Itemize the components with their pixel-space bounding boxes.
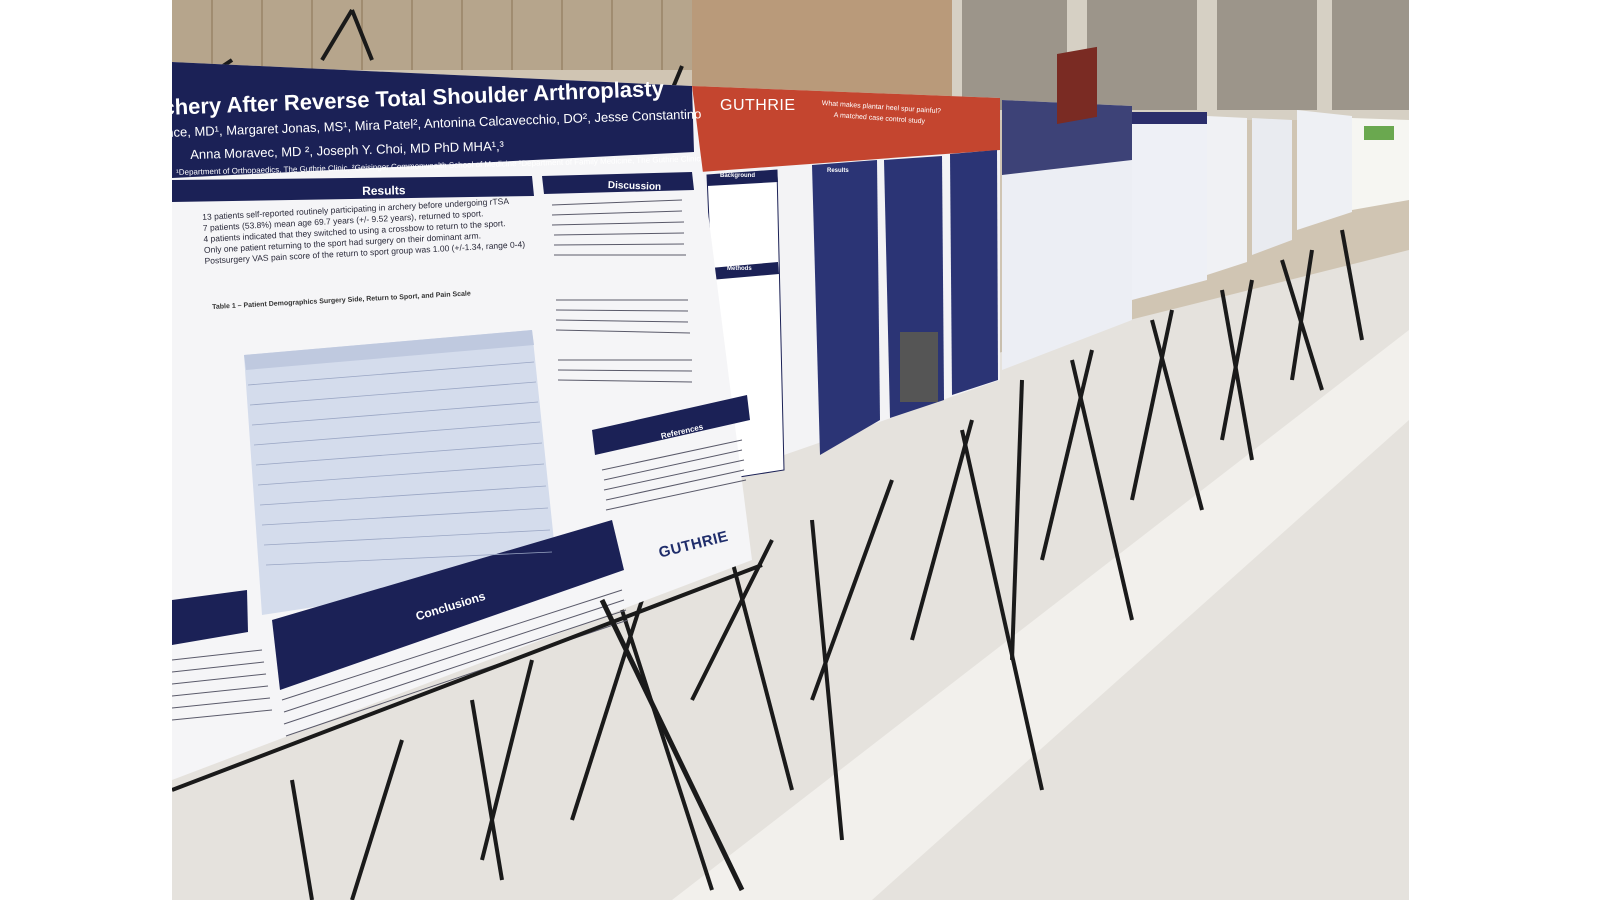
poster-second-methods-bar [710,262,779,280]
wall-panel-left [172,0,692,70]
acoustic-panel-2 [1087,0,1197,110]
poster-session-photo: chery After Reverse Total Shoulder Arthr… [172,0,1409,900]
acoustic-panel-1 [962,0,1067,110]
poster-fourth [1132,112,1207,300]
wall-wood-panel [692,0,952,100]
poster-second-logo: GUTHRIE [720,97,796,114]
acoustic-panel-3 [1217,0,1317,110]
easel-legs [200,8,1364,900]
poster-second-background-heading: Background [720,173,756,179]
far-poster-5 [1297,110,1352,230]
far-poster-6-accent [1364,126,1394,140]
poster-second-xray [900,332,938,402]
poster-third-photo [1057,46,1097,124]
far-poster-6 [1352,118,1409,210]
poster-main-header [172,62,694,178]
floor [172,250,1409,900]
poster-third-header [1002,100,1132,175]
poster-main-discussion-bar [542,172,694,194]
easel-tray [172,563,763,792]
poster-main-text-lines [172,199,747,737]
poster-main-results-bar [172,176,534,202]
poster-second-header [692,86,1000,172]
far-poster-4 [1252,118,1292,255]
far-poster-3 [1207,116,1247,275]
poster-main-left-bar [172,590,248,645]
poster-main-discussion-heading: Discussion [607,180,662,193]
poster-second-methods-heading: Methods [727,266,752,272]
poster-second-col2 [812,160,880,455]
wall-slats [211,0,663,70]
poster-fourth-header [1132,112,1207,124]
poster-second-col4 [950,150,998,395]
poster-main-conclusions-bar [272,520,624,690]
poster-second-results-heading: Results [827,168,849,174]
poster-second-background-bar [707,170,778,186]
table-rows [247,361,553,566]
easel-leg-front [599,598,745,892]
scene-graphic [172,0,1409,900]
acoustic-panel-4 [1332,0,1409,110]
poster-main-results-heading: Results [362,183,406,198]
poster-main-table-header [244,330,534,370]
floor-reflection [672,330,1409,900]
poster-main-references-bar [592,395,750,455]
poster-main-table [244,330,557,615]
